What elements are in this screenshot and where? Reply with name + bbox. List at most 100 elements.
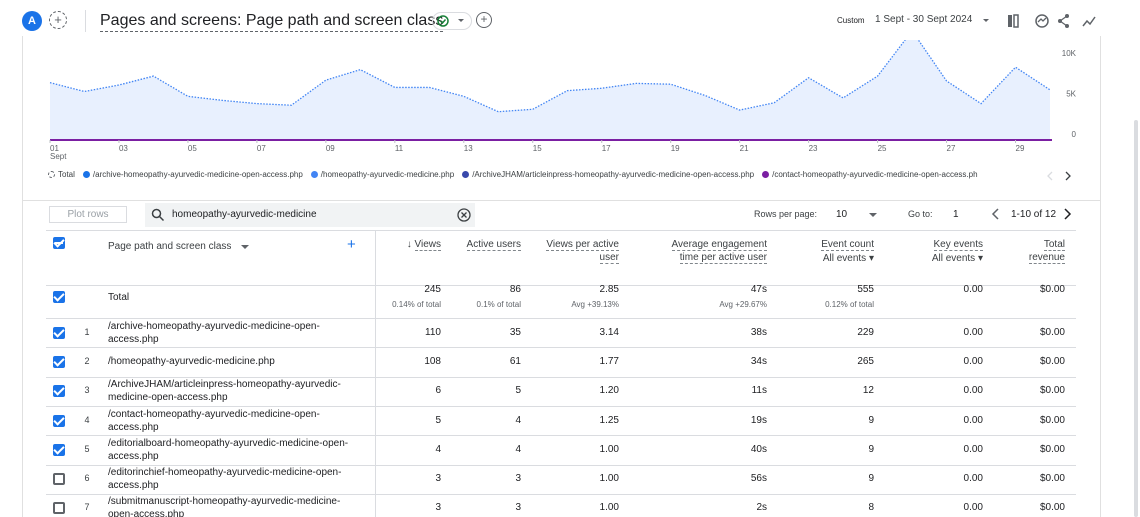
x-tick-label: 19 xyxy=(671,144,680,153)
row-path[interactable]: /editorinchief-homeopathy-ayurvedic-medi… xyxy=(108,467,342,492)
x-tick-label: 27 xyxy=(947,144,956,153)
plot-area xyxy=(49,40,1051,140)
x-tick-label: 11 xyxy=(395,144,404,153)
x-tick-label: 25 xyxy=(878,144,887,153)
row-value: 108 xyxy=(424,355,441,367)
total-value: 86 xyxy=(509,284,521,295)
row-path[interactable]: /homeopathy-ayurvedic-medicine.php xyxy=(108,356,275,368)
avatar[interactable]: A xyxy=(22,11,42,31)
line xyxy=(49,40,1051,113)
row-border xyxy=(46,376,1076,378)
row-value: 0.00 xyxy=(963,385,983,397)
row-checkbox[interactable] xyxy=(53,443,65,456)
row-border xyxy=(46,230,1076,231)
metric-filter[interactable]: All events ▾ xyxy=(903,252,983,265)
row-path[interactable]: /contact-homeopathy-ayurvedic-medicine-o… xyxy=(108,408,320,433)
row-value: 1.77 xyxy=(599,355,619,367)
legend-marker xyxy=(48,171,55,178)
total-value: 47s xyxy=(750,284,767,295)
row-checkbox[interactable] xyxy=(53,473,65,486)
date-range[interactable]: 1 Sept - 30 Sept 2024 xyxy=(875,14,973,25)
legend-item[interactable]: /homeopathy-ayurvedic-medicine.php xyxy=(310,170,454,179)
row-path[interactable]: /archive-homeopathy-ayurvedic-medicine-o… xyxy=(108,320,320,345)
status-chip[interactable] xyxy=(432,12,472,30)
next-page[interactable] xyxy=(1062,207,1074,221)
metric-header[interactable]: ↓ Views xyxy=(371,238,441,251)
metric-header[interactable]: Views per active user xyxy=(539,238,619,264)
row-checkbox[interactable] xyxy=(53,414,65,427)
plot-rows-button[interactable]: Plot rows xyxy=(49,206,127,223)
select-all-checkbox[interactable] xyxy=(53,237,65,249)
dropdown-icon: ▾ xyxy=(866,253,874,264)
legend-marker xyxy=(82,171,90,178)
add-dimension[interactable]: + xyxy=(347,236,356,253)
row-border xyxy=(46,493,1076,495)
filter-label: All events xyxy=(822,253,867,264)
dropdown-icon xyxy=(869,213,877,217)
row-value: 9 xyxy=(868,414,874,426)
row-value: 5 xyxy=(435,414,441,426)
y-tick-label: 0 xyxy=(1072,130,1077,139)
row-value: 1.00 xyxy=(599,502,619,514)
metric-header-label: Views per active user xyxy=(546,239,619,264)
legend-item[interactable]: /ArchiveJHAM/articleinpress-homeopathy-a… xyxy=(462,170,754,179)
row-value: 0.00 xyxy=(963,326,983,338)
row-index: 2 xyxy=(84,355,90,366)
row-value: 3 xyxy=(515,502,521,514)
add-button[interactable]: + xyxy=(476,12,492,28)
row-value: 61 xyxy=(509,355,521,367)
row-value: 9 xyxy=(868,443,874,455)
row-value: 1.00 xyxy=(599,443,619,455)
metric-header[interactable]: Active users xyxy=(461,238,521,251)
metric-header[interactable]: Average engagement time per active user xyxy=(657,238,767,264)
row-checkbox[interactable] xyxy=(53,502,65,515)
legend-item[interactable]: Total xyxy=(48,170,75,179)
legend-item[interactable]: /contact-homeopathy-ayurvedic-medicine-o… xyxy=(762,170,978,179)
clear-search[interactable] xyxy=(457,208,471,222)
row-path[interactable]: /editorialboard-homeopathy-ayurvedic-med… xyxy=(108,437,349,462)
add-comparison[interactable]: + xyxy=(49,11,67,29)
prev-page[interactable] xyxy=(990,207,1002,221)
dropdown-icon xyxy=(241,245,249,249)
row-value: 4 xyxy=(515,443,521,455)
x-tick-label: 15 xyxy=(533,144,542,153)
metric-header-label: Average engagement time per active user xyxy=(671,239,767,264)
row-value: 3 xyxy=(435,502,441,514)
x-tick-label: 21 xyxy=(740,144,749,153)
x-tick-label: 23 xyxy=(809,144,818,153)
row-value: 56s xyxy=(750,473,767,485)
row-value: 229 xyxy=(857,326,874,338)
rows-per-page[interactable]: 10 xyxy=(836,209,848,220)
row-value: $0.00 xyxy=(1039,443,1065,455)
metric-header-label: Key events xyxy=(933,239,983,251)
search-box[interactable]: homeopathy-ayurvedic-medicine xyxy=(145,203,475,227)
legend-marker xyxy=(762,171,770,178)
x-tick-label: 01 xyxy=(50,144,59,153)
row-path[interactable]: /ArchiveJHAM/articleinpress-homeopathy-a… xyxy=(108,379,341,404)
metric-filter[interactable]: All events ▾ xyxy=(794,252,874,265)
row-value: 4 xyxy=(515,414,521,426)
row-value: $0.00 xyxy=(1039,355,1065,367)
metric-header[interactable]: Total revenue xyxy=(1020,238,1065,264)
goto-input[interactable]: 1 xyxy=(953,209,959,220)
row-value: 11s xyxy=(751,385,767,397)
search-text: homeopathy-ayurvedic-medicine xyxy=(172,209,317,220)
legend-item[interactable]: /archive-homeopathy-ayurvedic-medicine-o… xyxy=(82,170,303,179)
metric-header-label: Total revenue xyxy=(1028,239,1065,264)
row-checkbox[interactable] xyxy=(53,355,65,368)
legend-marker xyxy=(462,171,470,178)
filter-label: All events xyxy=(931,253,976,264)
row-checkbox[interactable] xyxy=(53,326,65,339)
total-checkbox[interactable] xyxy=(53,291,65,303)
row-checkbox[interactable] xyxy=(53,385,65,398)
metric-header[interactable]: Event count All events ▾ xyxy=(794,238,874,265)
total-value: 245 xyxy=(424,284,441,295)
row-value: 9 xyxy=(868,473,874,485)
row-value: 0.00 xyxy=(963,443,983,455)
report-title[interactable]: Pages and screens: Page path and screen … xyxy=(100,11,444,32)
row-value: 35 xyxy=(509,326,521,338)
row-path[interactable]: /submitmanuscript-homeopathy-ayurvedic-m… xyxy=(108,496,341,517)
area-fill xyxy=(50,40,1050,140)
dimension-header[interactable]: Page path and screen class xyxy=(108,241,232,252)
metric-header[interactable]: Key events All events ▾ xyxy=(903,238,983,265)
